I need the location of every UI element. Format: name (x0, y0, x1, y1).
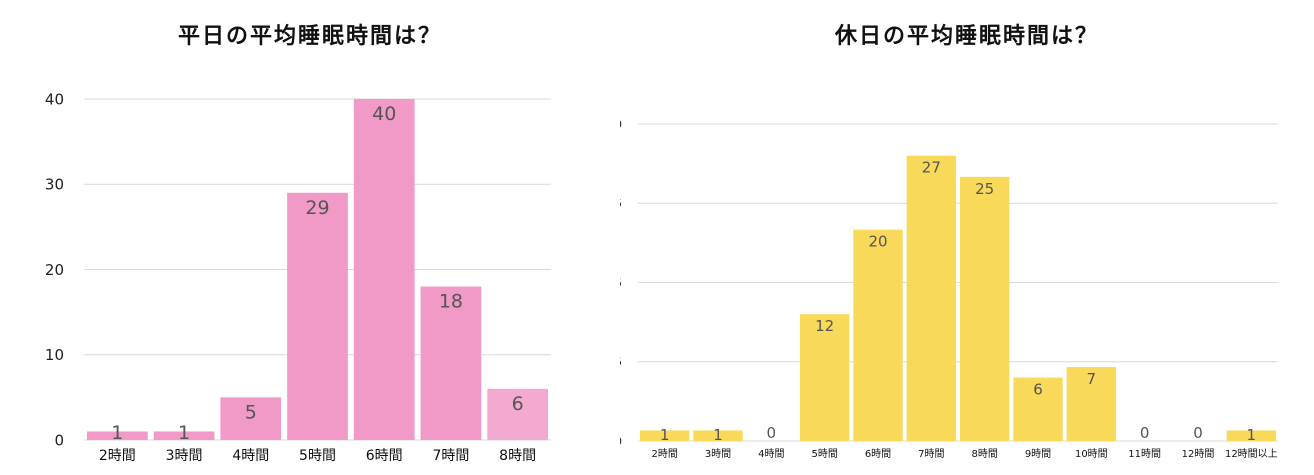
weekday-ytick-label: 0 (54, 431, 64, 449)
holiday-bar (1066, 367, 1116, 441)
holiday-category-label: 5時間 (811, 448, 837, 460)
holiday-category-label: 11時間 (1128, 448, 1161, 460)
holiday-bar (800, 314, 850, 441)
weekday-category-label: 4時間 (232, 448, 269, 464)
holiday-data-label: 27 (922, 159, 941, 177)
holiday-bar (906, 155, 956, 441)
weekday-data-label: 5 (245, 401, 257, 423)
weekday-category-label: 2時間 (99, 448, 136, 464)
weekday-data-label: 1 (178, 422, 190, 444)
weekday-category-label: 7時間 (432, 448, 469, 464)
weekday-data-label: 18 (439, 291, 463, 313)
holiday-category-label: 2時間 (651, 448, 677, 460)
holiday-ytick-label: 22.5 (620, 197, 622, 210)
holiday-data-label: 0 (1140, 424, 1150, 442)
weekday-bar (220, 397, 282, 440)
holiday-category-label: 12時間以上 (1225, 448, 1278, 460)
holiday-data-label: 20 (868, 233, 887, 251)
weekday-ytick-label: 40 (45, 90, 64, 108)
holiday-data-label: 7 (1087, 370, 1097, 388)
holiday-bar (693, 430, 743, 441)
holiday-ytick-label: 0 (620, 435, 622, 448)
holiday-bar (1226, 430, 1276, 441)
weekday-bar (153, 431, 215, 440)
holiday-data-label: 0 (1193, 424, 1203, 442)
weekday-ytick-label: 10 (45, 346, 64, 364)
holiday-ytick-label: 15 (620, 276, 622, 289)
holiday-bar (1013, 377, 1063, 441)
holiday-category-label: 8時間 (971, 448, 997, 460)
weekday-bar (287, 192, 348, 440)
holiday-data-label: 12 (815, 317, 834, 335)
weekday-chart-panel: 平日の平均睡眠時間は？ 0 10 20 30 40 1 2時間 1 3時間 5 4時間 29 5時間 40… (0, 0, 620, 475)
weekday-ytick-label: 20 (45, 261, 64, 279)
weekday-data-label: 1 (111, 422, 123, 444)
weekday-chart-title: 平日の平均睡眠時間は？ (177, 24, 442, 49)
weekday-bar (87, 431, 148, 440)
weekday-category-label: 6時間 (366, 448, 403, 464)
weekday-data-label: 29 (305, 197, 329, 219)
weekday-data-label: 6 (512, 393, 524, 415)
holiday-category-label: 10時間 (1075, 448, 1108, 460)
holiday-chart-svg: 07.51522.53012時間13時間04時間125時間206時間277時間2… (620, 118, 1278, 460)
holiday-chart-panel: 休日の平均睡眠時間は？ 07.51522.53012時間13時間04時間125時… (620, 0, 1314, 475)
holiday-category-label: 9時間 (1025, 448, 1051, 460)
holiday-chart-title: 休日の平均睡眠時間は？ (834, 24, 1099, 49)
weekday-ytick-label: 30 (45, 176, 64, 194)
weekday-category-label: 8時間 (499, 448, 536, 464)
holiday-bar (960, 176, 1010, 442)
holiday-bar (853, 229, 903, 441)
weekday-chart-svg: 0 10 20 30 40 1 2時間 1 3時間 5 4時間 29 5時間 40 6時間 18 7時間 6 8時間 (45, 90, 551, 464)
holiday-data-label: 1 (713, 426, 723, 444)
weekday-bar (487, 388, 548, 440)
holiday-category-label: 6時間 (865, 448, 891, 460)
holiday-data-label: 1 (1247, 426, 1257, 444)
holiday-data-label: 0 (767, 424, 777, 442)
holiday-data-label: 6 (1033, 381, 1043, 399)
holiday-category-label: 4時間 (758, 448, 784, 460)
weekday-bar (420, 286, 482, 440)
holiday-category-label: 7時間 (918, 448, 944, 460)
holiday-bar (640, 430, 690, 441)
holiday-data-label: 25 (975, 180, 994, 198)
holiday-ytick-label: 7.5 (620, 356, 622, 369)
weekday-bar (353, 99, 415, 440)
weekday-data-label: 40 (372, 103, 396, 125)
holiday-data-label: 1 (660, 426, 670, 444)
weekday-category-label: 3時間 (166, 448, 203, 464)
holiday-ytick-label: 30 (620, 118, 622, 131)
holiday-category-label: 12時間 (1182, 448, 1215, 460)
weekday-category-label: 5時間 (299, 448, 336, 464)
holiday-category-label: 3時間 (705, 448, 731, 460)
